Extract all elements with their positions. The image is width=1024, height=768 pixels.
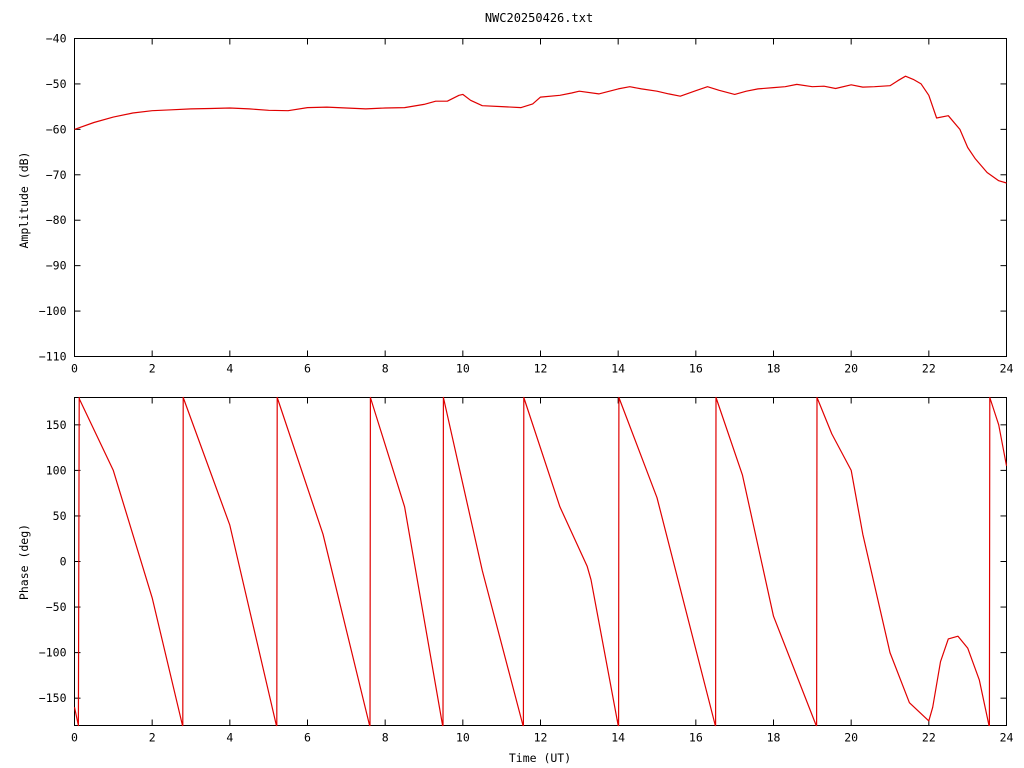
phase-x-tick-label: 2 (149, 731, 156, 745)
amplitude-y-tick-label: −70 (46, 168, 67, 182)
amplitude-x-tick-label: 10 (456, 362, 470, 376)
phase-x-tick-label: 8 (382, 731, 389, 745)
amplitude-x-tick-label: 2 (149, 362, 156, 376)
amplitude-y-tick-label: −110 (39, 350, 67, 364)
amplitude-y-tick-label: −50 (46, 77, 67, 91)
amplitude-x-tick-label: 4 (226, 362, 233, 376)
amplitude-x-tick-label: 24 (1000, 362, 1014, 376)
amplitude-y-tick-label: −40 (46, 32, 67, 46)
amplitude-x-tick-label: 18 (767, 362, 781, 376)
chart-title: NWC20250426.txt (485, 11, 593, 25)
phase-x-tick-label: 24 (1000, 731, 1014, 745)
phase-panel: Phase (deg) Time (UT) 0 2 4 6 8 10 12 14 16 18 20 2… (17, 396, 1014, 765)
phase-y-tick-label: 50 (53, 509, 67, 523)
amplitude-x-tick-label: 16 (689, 362, 703, 376)
phase-y-tick-label: −150 (39, 691, 67, 705)
amplitude-x-tick-label: 8 (382, 362, 389, 376)
phase-y-tick-label: 100 (46, 463, 67, 477)
amplitude-y-tick-label: −100 (39, 304, 67, 318)
amplitude-y-tick-label: −80 (46, 213, 67, 227)
phase-x-tick-label: 22 (922, 731, 936, 745)
amplitude-series-line (74, 75, 1007, 184)
amplitude-x-tick-label: 20 (844, 362, 858, 376)
phase-axis-ticks: 0 2 4 6 8 10 12 14 16 18 20 22 24150100500−50−100−15… (39, 397, 1014, 745)
amplitude-x-tick-label: 12 (534, 362, 548, 376)
phase-x-tick-label: 18 (767, 731, 781, 745)
phase-x-tick-label: 6 (304, 731, 311, 745)
amplitude-x-tick-label: 0 (71, 362, 78, 376)
phase-series-line (73, 396, 1008, 727)
amplitude-x-tick-label: 6 (304, 362, 311, 376)
phase-x-tick-label: 16 (689, 731, 703, 745)
amplitude-x-tick-label: 22 (922, 362, 936, 376)
amplitude-y-tick-label: −60 (46, 122, 67, 136)
phase-y-tick-label: −50 (46, 600, 67, 614)
phase-x-tick-label: 0 (71, 731, 78, 745)
phase-y-axis-label: Phase (deg) (17, 524, 31, 600)
phase-y-tick-label: 0 (60, 555, 67, 569)
phase-y-tick-label: −100 (39, 646, 67, 660)
amplitude-x-tick-label: 14 (611, 362, 625, 376)
amplitude-y-axis-label: Amplitude (dB) (17, 152, 31, 249)
phase-y-tick-label: 150 (46, 418, 67, 432)
phase-x-tick-label: 12 (534, 731, 548, 745)
phase-x-tick-label: 14 (611, 731, 625, 745)
amplitude-axis-ticks: 0 2 4 6 8 10 12 14 16 18 20 22 24−40−50−60−70−80−90−… (39, 32, 1014, 376)
phase-x-tick-label: 20 (844, 731, 858, 745)
amplitude-y-tick-label: −90 (46, 259, 67, 273)
phase-x-tick-label: 10 (456, 731, 470, 745)
time-x-axis-label: Time (UT) (509, 751, 571, 765)
amplitude-panel: Amplitude (dB) 0 2 4 6 8 10 12 14 16 18 20 22 24−40−… (17, 32, 1013, 376)
phase-x-tick-label: 4 (226, 731, 233, 745)
